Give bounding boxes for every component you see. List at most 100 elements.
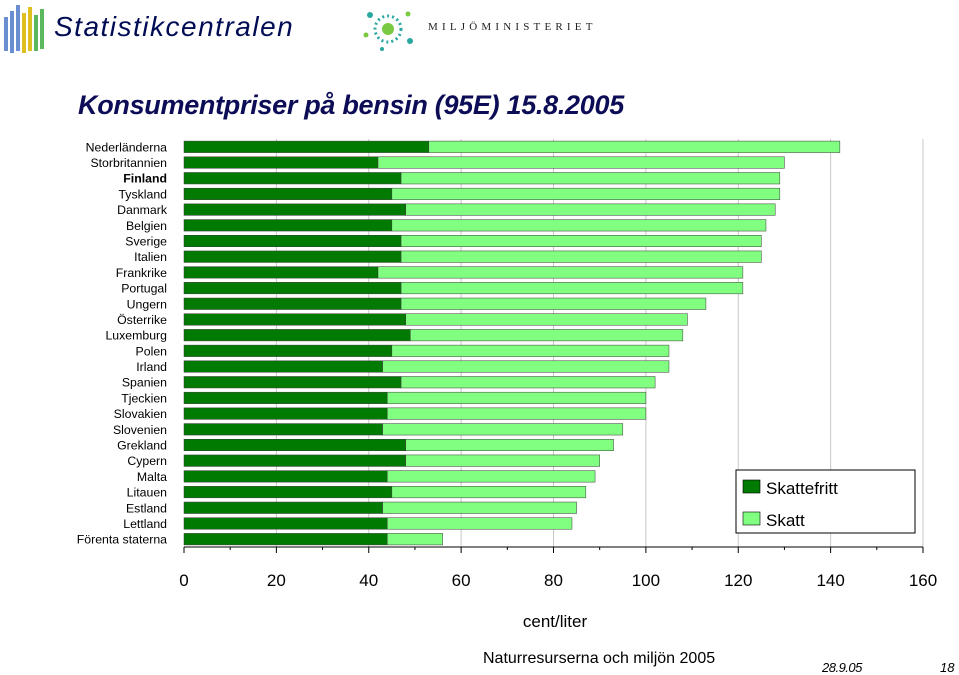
stat-logo-stripes-icon [4,5,44,53]
stat-logo-text: Statistikcentralen [54,11,295,42]
bar-skattefritt-24 [183,517,388,530]
category-label: Italien [134,250,167,264]
bar-skatt-11 [405,313,688,326]
category-label: Slovakien [114,407,167,421]
bar-skattefritt-14 [183,360,383,373]
x-tick-label: 60 [452,571,471,590]
bar-skatt-12 [410,329,684,342]
bar-skattefritt-1 [183,156,379,169]
x-tick-label: 20 [267,571,286,590]
legend-swatch-skattefritt [742,479,761,494]
bar-skattefritt-12 [183,329,411,342]
bar-skatt-7 [400,250,762,263]
category-label: Danmark [117,203,168,217]
category-label: Tjeckien [121,391,167,405]
bar-skatt-1 [377,156,785,169]
x-tick-label: 120 [724,571,752,590]
bar-skatt-5 [391,219,767,232]
bar-skattefritt-22 [183,486,393,499]
legend-label-skatt: Skatt [766,511,805,530]
footer-source: Naturresurserna och miljön 2005 [483,650,716,667]
legend: Skattefritt Skatt [735,469,916,534]
bar-skattefritt-21 [183,470,388,483]
ministry-name: MILJÖMINISTERIET [428,21,597,33]
chart-title: Konsumentpriser på bensin (95E) 15.8.200… [78,90,624,120]
bar-skatt-10 [400,297,707,310]
bar-skatt-13 [391,344,670,357]
bar-skattefritt-15 [183,376,402,389]
bar-skattefritt-17 [183,407,388,420]
bar-skattefritt-5 [183,219,393,232]
bar-skatt-19 [405,439,614,451]
bar-skatt-2 [400,172,781,185]
category-label: Ungern [127,297,167,311]
legend-box [735,469,916,534]
bar-skatt-22 [391,486,587,499]
bar-skatt-14 [382,360,670,373]
bar-skatt-4 [405,203,776,216]
bar-skattefritt-13 [183,344,393,357]
category-label: Polen [136,344,168,358]
bar-skatt-24 [386,517,573,530]
bar-skatt-17 [386,407,647,420]
category-label: Malta [137,470,167,484]
category-label: Förenta staterna [77,533,167,547]
category-label: Tyskland [118,187,167,201]
statistikcentralen-logo: Statistikcentralen [4,3,293,53]
bar-skatt-6 [400,235,762,247]
bar-skattefritt-3 [183,187,393,200]
x-axis-label: cent/liter [523,612,588,631]
category-label: Sverige [125,235,167,249]
bar-skattefritt-18 [183,423,383,436]
legend-label-skattefritt: Skattefritt [766,479,838,498]
x-tick-labels: 0 20 40 60 80 100 120 140 160 [179,547,937,590]
category-label: Belgien [126,219,167,233]
bar-skattefritt-7 [183,250,402,263]
bar-skatt-18 [382,423,624,436]
ministry-dots-icon [363,11,413,51]
x-tick-label: 160 [909,571,937,590]
category-label: Österrike [117,313,167,327]
category-labels: Nederländerna Storbritannien FinlandTyskla… [77,140,168,546]
bar-skattefritt-0 [183,140,430,153]
bar-skattefritt-10 [183,297,402,310]
x-tick-label: 140 [816,571,844,590]
footer-page-number: 18 [940,660,955,675]
x-tick-label: 100 [632,571,660,590]
category-label: Luxemburg [105,329,167,343]
category-label: Grekland [117,439,167,453]
bar-skattefritt-25 [183,533,388,546]
category-label: Spanien [122,376,167,390]
category-label: Frankrike [116,266,167,280]
bar-skattefritt-19 [183,439,406,451]
bar-skatt-25 [386,533,443,546]
bar-skattefritt-8 [183,266,379,279]
bar-skattefritt-11 [183,313,406,326]
category-label: Estland [126,501,167,515]
miljoministeriet-logo: MILJÖMINISTERIET [358,5,618,55]
category-label: Slovenien [113,423,167,437]
x-tick-label: 80 [544,571,563,590]
category-label: Nederländerna [86,140,168,154]
x-tick-label: 0 [179,571,188,590]
bar-skatt-8 [377,266,744,279]
category-label: Litauen [127,486,168,500]
bar-skattefritt-23 [183,501,383,514]
bar-skatt-3 [391,187,781,200]
bar-skattefritt-16 [183,391,388,404]
category-label: Irland [136,360,167,374]
category-label: Finland [123,172,167,186]
bar-skattefritt-4 [183,203,406,216]
category-label: Storbritannien [90,156,167,170]
bar-skatt-16 [386,391,647,404]
x-tick-label: 40 [359,571,378,590]
footer-date: 28.9.05 [822,660,862,675]
bar-skatt-20 [405,454,600,467]
bar-skattefritt-2 [183,172,402,185]
bar-skattefritt-20 [183,454,406,467]
bars-layer [183,140,841,546]
bar-skatt-23 [382,501,577,514]
category-label: Cypern [127,454,167,468]
category-label: Lettland [123,517,167,531]
